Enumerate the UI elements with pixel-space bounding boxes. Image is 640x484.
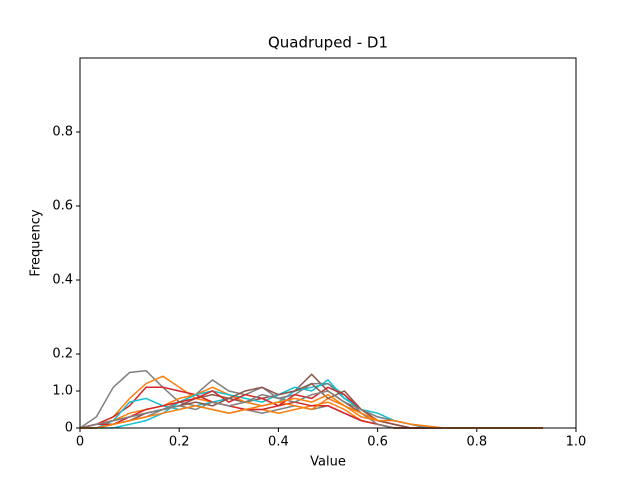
x-tick-label: 0.4: [268, 435, 289, 450]
data-line: [79, 386, 543, 429]
y-tick-label: 0.4: [52, 273, 73, 288]
chart-title: Quadruped - D1: [268, 34, 388, 52]
y-tick-label: 0: [65, 421, 73, 436]
y-tick-label: 1.0: [52, 384, 73, 399]
x-tick-label: 1.0: [566, 435, 587, 450]
data-line: [79, 386, 543, 429]
y-axis-label: Frequency: [29, 209, 44, 276]
x-axis-label: Value: [310, 455, 346, 470]
y-tick-label: 0.6: [52, 199, 73, 214]
x-tick-label: 0: [76, 435, 84, 450]
y-tick-label: 0.2: [52, 347, 73, 362]
x-tick-label: 0.8: [466, 435, 487, 450]
x-tick-label: 0.2: [169, 435, 190, 450]
x-tick-label: 0.6: [367, 435, 388, 450]
data-line: [79, 386, 543, 429]
plot-frame: [79, 57, 577, 429]
y-tick-label: 0.8: [52, 125, 73, 140]
